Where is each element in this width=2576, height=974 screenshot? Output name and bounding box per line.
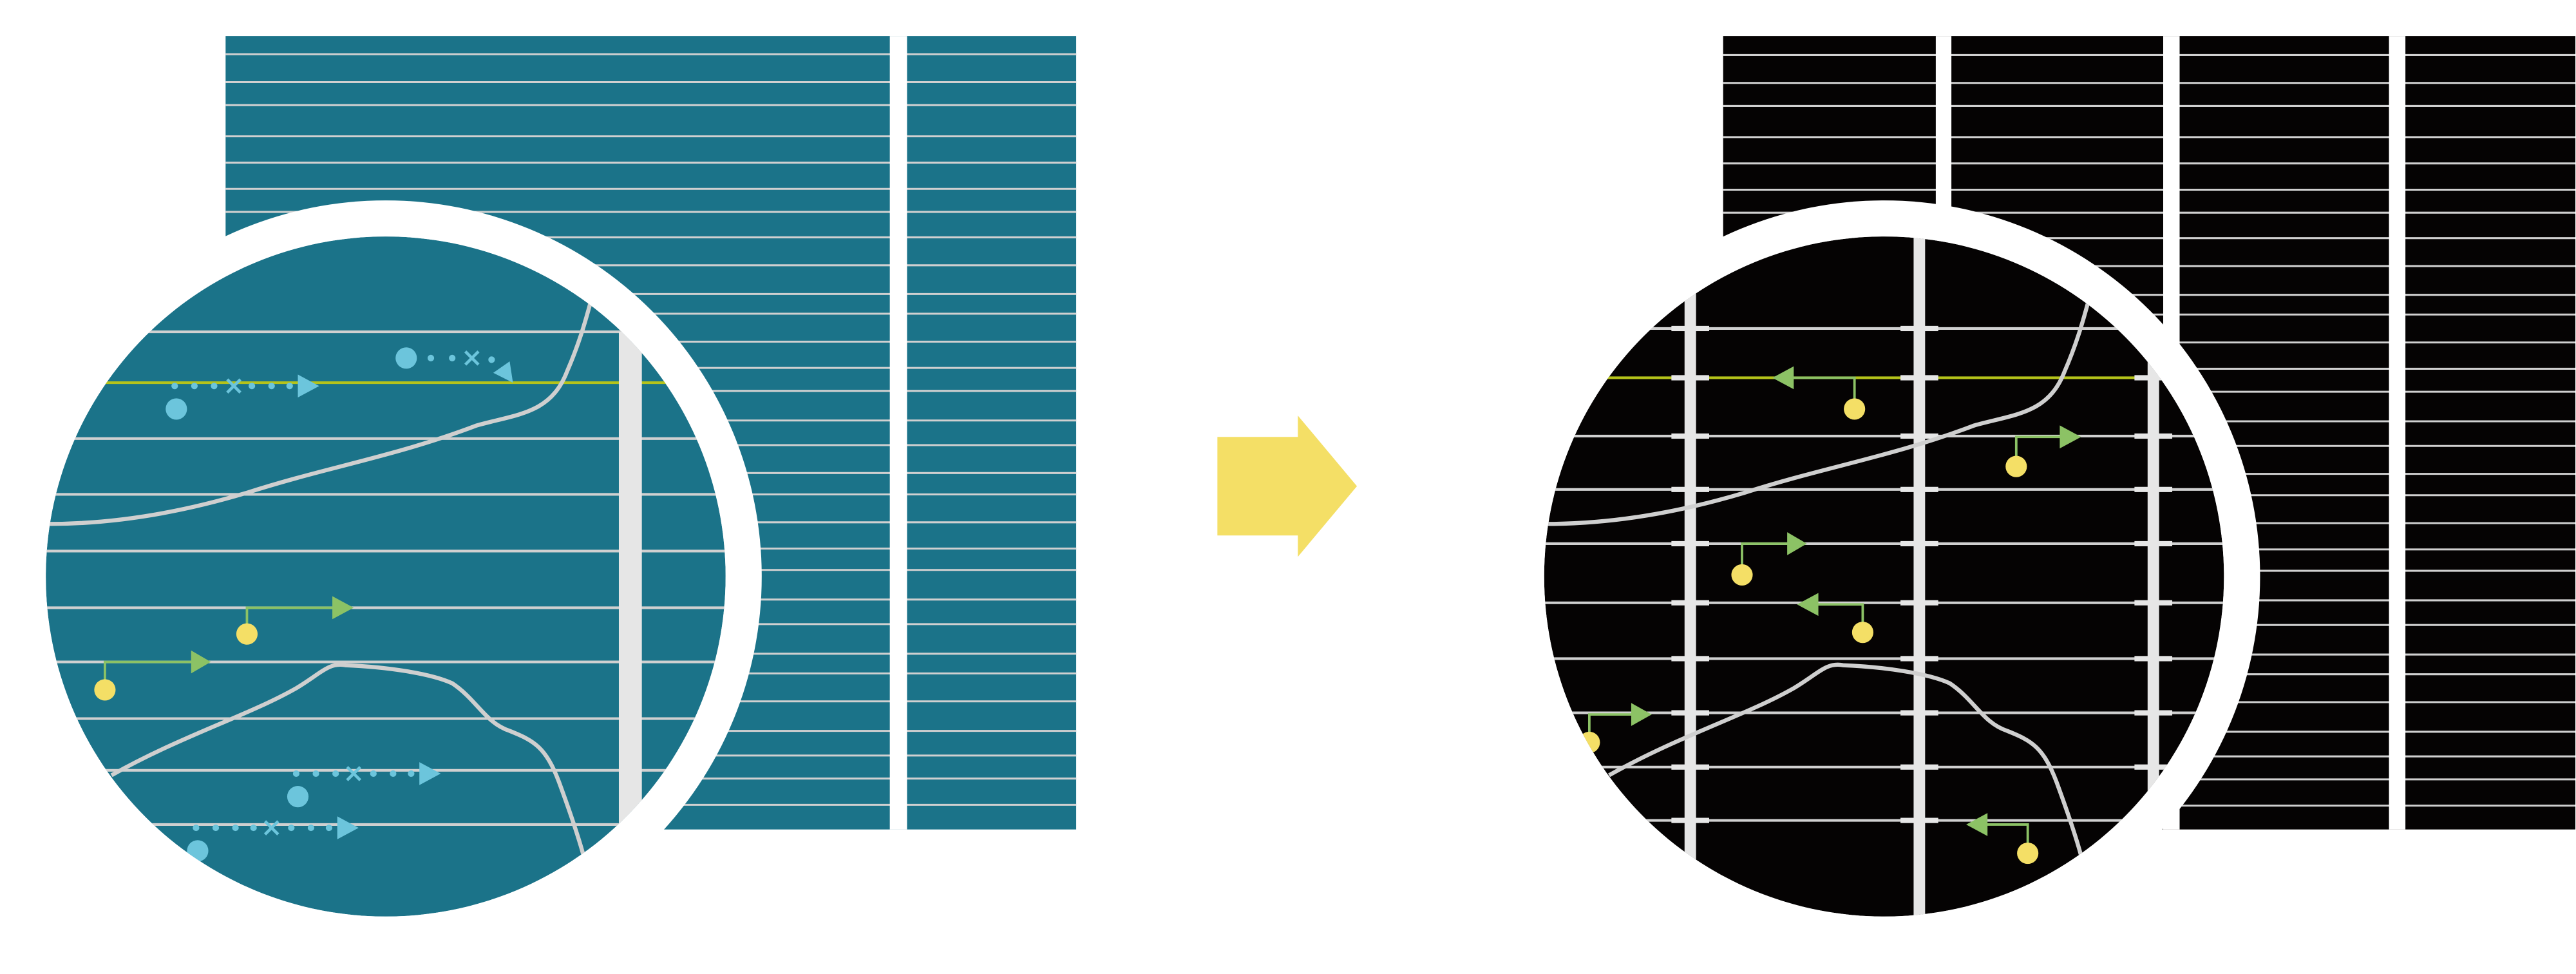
grid-tick [1671, 540, 1710, 547]
magnifier-background [1544, 236, 2224, 917]
grid-tick [1671, 764, 1710, 770]
green-arrow-node [236, 596, 354, 645]
grid-tick [2134, 710, 2173, 716]
grid-tick [1900, 764, 1938, 770]
green-arrow-node [1731, 532, 1807, 586]
blue-dotted-path [166, 374, 319, 420]
right-arrow-icon [1217, 415, 1358, 557]
curve [1607, 662, 2083, 857]
grid-tick [1671, 375, 1710, 381]
grid-tick [1671, 600, 1710, 606]
green-arrow-node [2005, 425, 2081, 477]
grid-tick [1900, 600, 1938, 606]
after-magnifier [1508, 200, 2260, 953]
green-arrow-node [94, 650, 211, 701]
before-column-divider [889, 36, 907, 830]
grid-tick [1900, 817, 1938, 823]
grid-tick [1671, 325, 1710, 332]
curve [110, 662, 586, 857]
grid-tick [1671, 433, 1710, 439]
grid-tick [1671, 817, 1710, 823]
grid-tick [1900, 540, 1938, 547]
green-arrow-node [1966, 813, 2039, 864]
grid-tick [1900, 656, 1938, 662]
blue-dotted-path [287, 762, 441, 808]
grid-tick [1900, 433, 1938, 439]
green-arrow-node [1797, 593, 1873, 644]
vertical-bar [1684, 236, 1696, 917]
blue-dotted-path [187, 816, 359, 862]
grid-tick [1671, 710, 1710, 716]
grid-tick [1671, 656, 1710, 662]
grid-tick [1900, 325, 1938, 332]
blue-dotted-path [395, 347, 513, 383]
grid-tick [2134, 486, 2173, 492]
grid-tick [1900, 375, 1938, 381]
curve [48, 303, 592, 526]
grid-tick [2134, 540, 2173, 547]
grid-tick [2134, 433, 2173, 439]
curve [1546, 303, 2090, 526]
before-magnifier [10, 200, 762, 953]
grid-tick [1900, 486, 1938, 492]
grid-tick [1671, 486, 1710, 492]
grid-tick [2134, 600, 2173, 606]
grid-tick [2134, 656, 2173, 662]
grid-tick [2134, 764, 2173, 770]
grid-tick [2134, 375, 2173, 381]
green-arrow-node [1772, 366, 1866, 420]
grid-tick [1900, 710, 1938, 716]
after-column-divider [2389, 36, 2406, 830]
magnifier-background [46, 236, 726, 917]
vertical-bar [1913, 236, 1926, 917]
vertical-bar [2147, 295, 2159, 917]
